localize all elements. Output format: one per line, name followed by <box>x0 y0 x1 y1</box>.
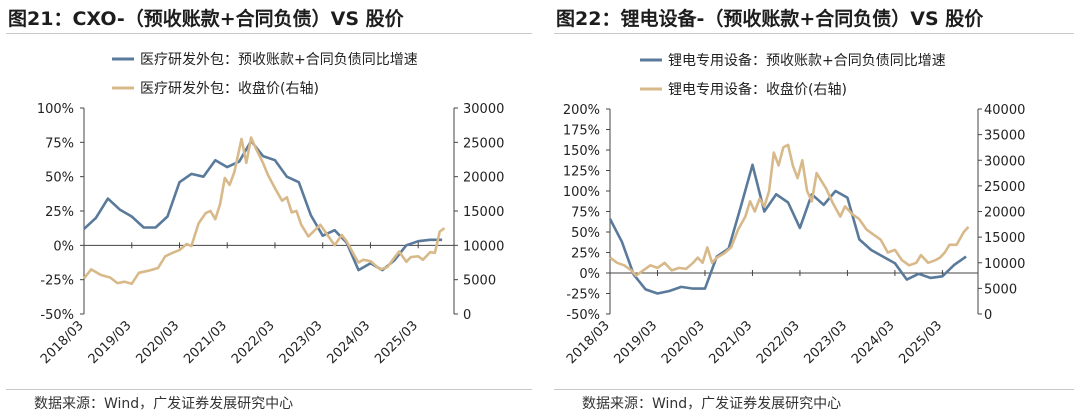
x-tick-label: 2025/03 <box>896 318 945 367</box>
x-tick-label: 2024/03 <box>324 318 373 367</box>
y-right-tick-label: 5000 <box>463 274 496 289</box>
x-tick-label: 2022/03 <box>754 318 803 367</box>
x-tick-label: 2020/03 <box>134 318 183 367</box>
y-right-tick-label: 10000 <box>984 257 1025 272</box>
y-left-tick-label: 200% <box>563 103 600 118</box>
series-price-line <box>82 136 446 286</box>
source-divider <box>554 389 1074 390</box>
chart-2-plot: 200% 175% 150% 125% 100% 75% 50% 25% 0% -25% -50% 4… <box>563 52 1026 367</box>
y-left-tick-label: -25% <box>40 274 74 289</box>
y-right-tick-label: 30000 <box>984 154 1025 169</box>
x-tick-label: 2018/03 <box>564 318 613 367</box>
y-right-tick-label: 0 <box>984 308 992 323</box>
y-left-tick-label: 100% <box>37 102 74 117</box>
y-left-tick-label: 75% <box>571 206 600 221</box>
legend-label: 锂电专用设备：收盘价(右轴) <box>668 81 847 98</box>
y-right-tick-label: 40000 <box>984 103 1025 118</box>
x-tick-label: 2025/03 <box>372 318 421 367</box>
chart-source: 数据来源：Wind，广发证券发展研究中心 <box>582 396 842 412</box>
x-tick-label: 2023/03 <box>277 318 326 367</box>
y-left-tick-label: 0% <box>53 239 74 254</box>
chart-1-plot: 100% 75% 50% 25% 0% -25% -50% 30000 25000 20000 15… <box>37 52 505 367</box>
legend-label: 锂电专用设备：预收账款+合同负债同比增速 <box>668 52 946 69</box>
chart-source: 数据来源：Wind，广发证券发展研究中心 <box>34 396 294 412</box>
y-left-tick-label: -50% <box>40 308 74 323</box>
chart-panel-1: 图21：CXO-（预收账款+合同负债）VS 股价 100% 75% 50% 25% 0%… <box>0 0 538 420</box>
y-left-tick-label: 25% <box>45 205 74 220</box>
y-right-tick-label: 0 <box>463 308 471 323</box>
y-left-tick-label: 50% <box>45 171 74 186</box>
y-right-tick-label: 30000 <box>463 102 504 117</box>
y-left-tick-label: 125% <box>563 165 600 180</box>
y-left-tick-label: 175% <box>563 124 600 139</box>
y-right-tick-label: 20000 <box>463 171 504 186</box>
y-left-tick-label: 25% <box>571 247 600 262</box>
x-tick-label: 2019/03 <box>86 318 135 367</box>
x-tick-label: 2022/03 <box>229 318 278 367</box>
y-left-tick-label: 150% <box>563 144 600 159</box>
source-divider <box>6 389 532 390</box>
y-left-tick-label: 75% <box>45 136 74 151</box>
y-right-tick-label: 25000 <box>984 180 1025 195</box>
y-left-tick-label: -50% <box>566 308 600 323</box>
x-tick-label: 2023/03 <box>801 318 850 367</box>
y-right-tick-label: 10000 <box>463 239 504 254</box>
title-divider <box>554 33 1074 34</box>
chart-panel-2: 图22：锂电设备-（预收账款+合同负债）VS 股价 200% 175% 150% 12… <box>548 0 1080 420</box>
series-price-line <box>609 143 970 277</box>
x-tick-label: 2020/03 <box>659 318 708 367</box>
x-tick-label: 2019/03 <box>612 318 661 367</box>
y-right-tick-label: 20000 <box>984 206 1025 221</box>
series-growth-line <box>83 139 443 272</box>
series-growth-line <box>608 163 967 295</box>
y-right-tick-label: 35000 <box>984 129 1025 144</box>
chart-title: 图21：CXO-（预收账款+合同负债）VS 股价 <box>8 8 404 30</box>
x-tick-label: 2024/03 <box>849 318 898 367</box>
x-tick-label: 2018/03 <box>38 318 87 367</box>
y-right-tick-label: 15000 <box>984 231 1025 246</box>
chart-title: 图22：锂电设备-（预收账款+合同负债）VS 股价 <box>556 8 984 30</box>
y-right-tick-label: 5000 <box>984 282 1017 297</box>
y-left-tick-label: -25% <box>566 288 600 303</box>
y-left-tick-label: 50% <box>571 226 600 241</box>
y-right-tick-label: 15000 <box>463 205 504 220</box>
legend-label: 医疗研发外包：预收账款+合同负债同比增速 <box>140 52 418 68</box>
y-left-tick-label: 100% <box>563 185 600 200</box>
x-tick-label: 2021/03 <box>706 318 755 367</box>
x-tick-label: 2021/03 <box>181 318 230 367</box>
legend-label: 医疗研发外包：收盘价(右轴) <box>140 80 319 97</box>
y-left-tick-label: 0% <box>579 267 600 282</box>
title-divider <box>6 33 532 34</box>
y-right-tick-label: 25000 <box>463 136 504 151</box>
